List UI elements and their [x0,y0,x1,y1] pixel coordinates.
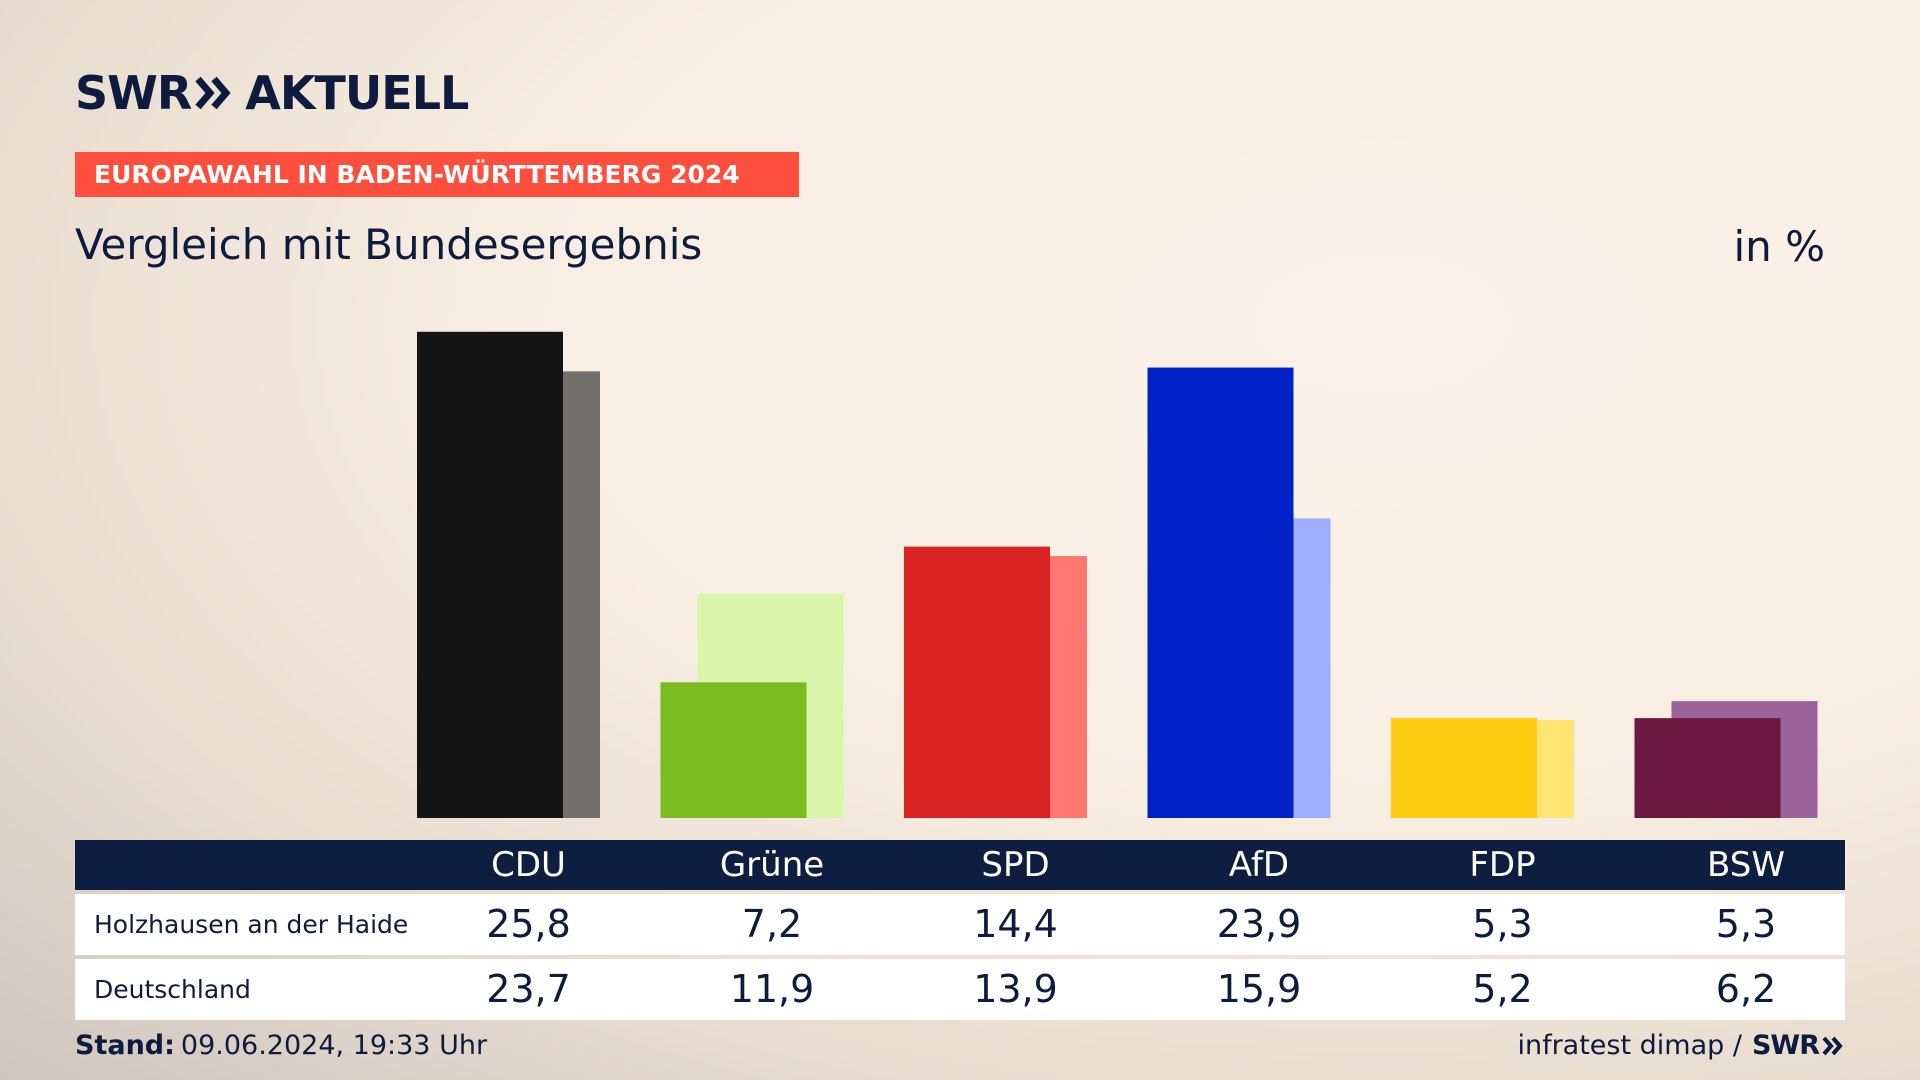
value-cell: 14,4 [973,902,1058,946]
stand-value: 09.06.2024, 19:33 Uhr [180,1030,488,1061]
bar-holzhausen-2 [904,546,1050,818]
value-cell: 5,3 [1472,902,1533,946]
value-cell: 5,3 [1715,902,1777,946]
small-logo-text: SWR [1751,1030,1820,1061]
source-text: infratest dimap / [1517,1030,1742,1061]
value-cell: 23,7 [486,967,571,1011]
party-header: CDU [491,845,566,885]
chart-subtitle: Vergleich mit Bundesergebnis [75,220,703,269]
bar-chart [417,331,1818,818]
double-chevron-icon [1822,1036,1843,1055]
bar-holzhausen-0 [417,331,563,818]
row-label: Holzhausen an der Haide [94,910,409,939]
bar-holzhausen-3 [1147,367,1294,818]
table-row: Holzhausen an der Haide 25,8 7,2 14,4 23,9 5… [75,894,1845,955]
timestamp: Stand: 09.06.2024, 19:33 Uhr [75,1030,487,1061]
unit-label: in % [1733,222,1825,271]
value-cell: 25,8 [486,902,571,946]
bar-holzhausen-1 [660,682,807,818]
logo-aktuell-text: AKTUELL [245,66,469,120]
row-label: Deutschland [94,975,251,1004]
party-header: Grüne [719,845,825,885]
swr-aktuell-logo: SWR AKTUELL [75,66,469,120]
stand-label: Stand: [75,1030,175,1061]
double-chevron-icon [195,76,235,110]
value-cell: 11,9 [729,967,815,1011]
results-table: CDU Grüne SPD AfD FDP BSW Holzhausen an der H… [75,840,1845,1020]
value-cell: 5,2 [1472,967,1533,1011]
swr-small-logo: SWR [1752,1030,1844,1061]
bar-holzhausen-4 [1391,718,1537,818]
election-tag: EUROPAWAHL IN BADEN-WÜRTTEMBERG 2024 [75,152,799,197]
party-header: FDP [1469,845,1536,885]
party-header: SPD [981,845,1050,885]
logo-swr-text: SWR [75,66,192,120]
source-credit: infratest dimap / SWR [1517,1030,1844,1061]
party-header: AfD [1228,845,1290,885]
party-header: BSW [1707,845,1785,885]
value-cell: 7,2 [741,902,803,946]
value-cell: 23,9 [1216,902,1302,946]
value-cell: 13,9 [973,967,1058,1011]
table-header-row: CDU Grüne SPD AfD FDP BSW [75,840,1845,890]
table-row: Deutschland 23,7 11,9 13,9 15,9 5,2 6,2 [75,959,1845,1020]
bar-holzhausen-5 [1634,718,1781,818]
value-cell: 6,2 [1715,967,1777,1011]
value-cell: 15,9 [1216,967,1302,1011]
